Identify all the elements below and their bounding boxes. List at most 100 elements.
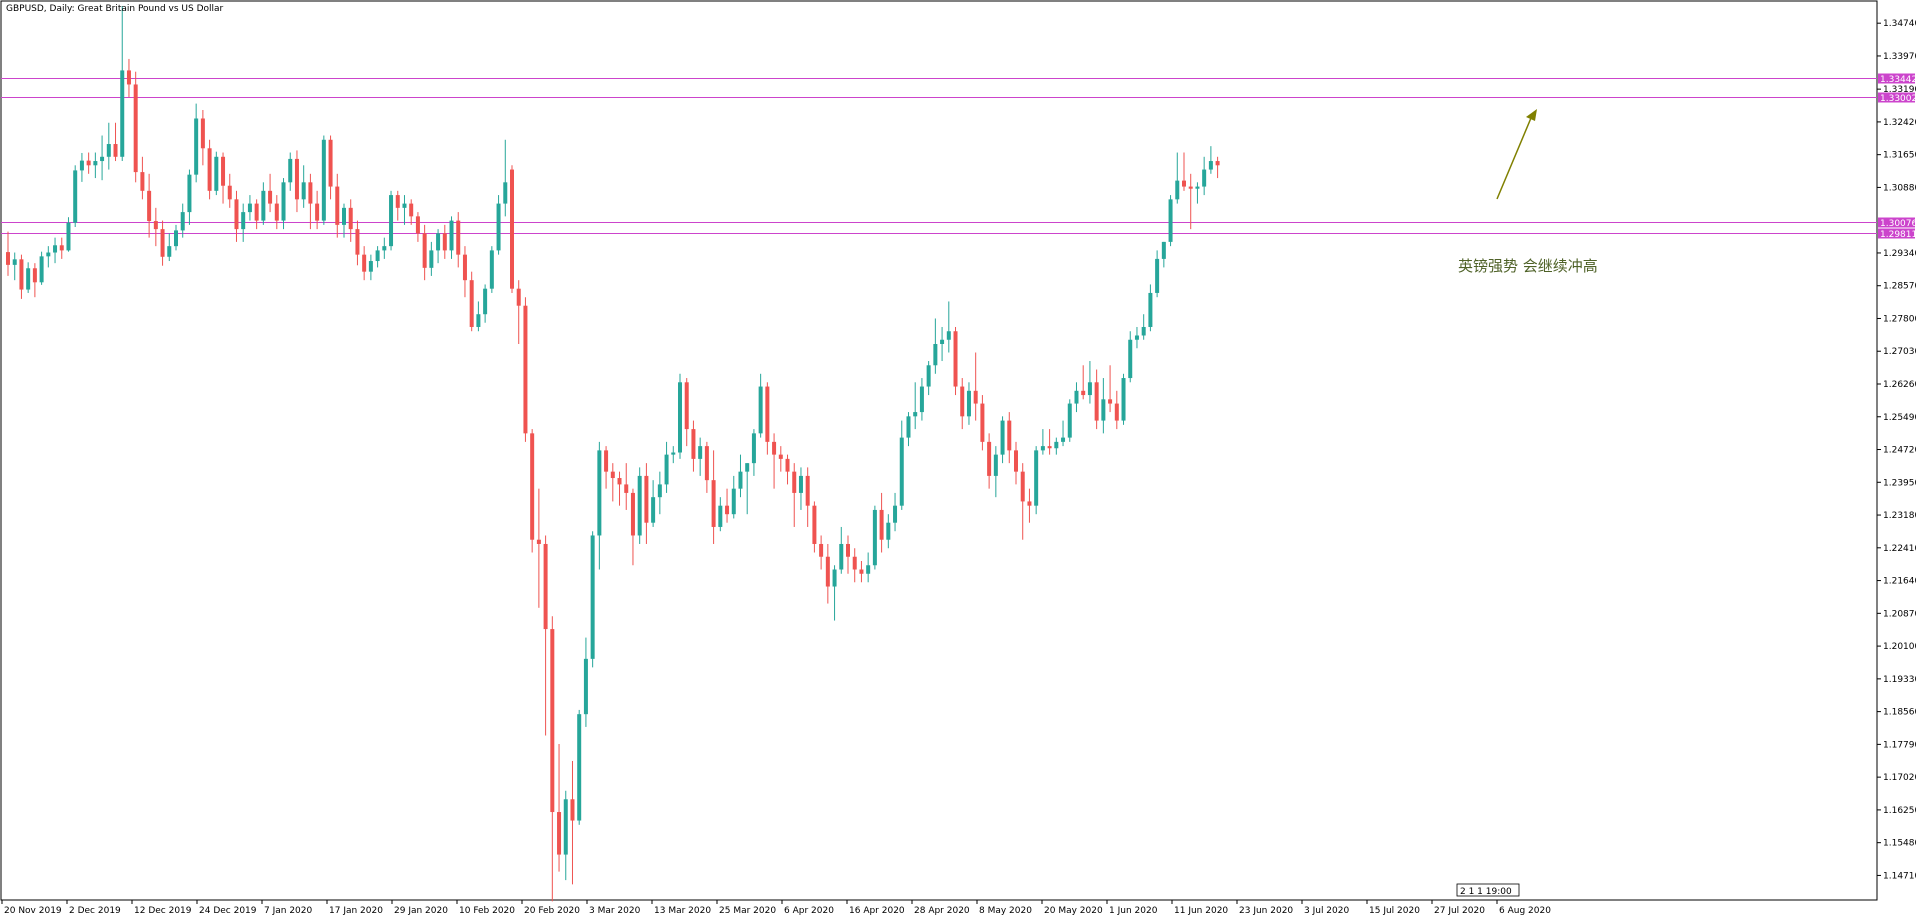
candle-body [153,221,158,230]
candle-body [570,799,575,821]
candle-body [758,386,763,434]
candle-body [456,220,461,255]
candle-body [429,250,434,268]
candle-body [1027,501,1032,506]
candle-body [906,416,911,438]
candle-body [160,229,165,257]
candle-body [1128,339,1133,379]
candle-body [1202,169,1207,187]
candle-body [496,203,501,251]
x-tick-label: 6 Apr 2020 [784,906,834,916]
candle-body [825,556,830,587]
annotation-text: 英镑强势 会继续冲高 [1458,257,1598,275]
candle-body [469,280,474,327]
x-tick-label: 2 Dec 2019 [69,906,121,916]
candle-body [140,172,145,191]
candle-body [778,454,783,459]
y-tick-label: 1.14710 [1883,871,1916,881]
candle-body [194,118,199,175]
candle-body [113,144,118,157]
candle-body [1134,335,1139,340]
candle-body [946,331,951,340]
candle-body [382,246,387,251]
x-tick-label: 27 Jul 2020 [1434,906,1485,916]
candle-body [1074,390,1079,404]
candle-body [792,471,797,493]
candle-body [966,390,971,417]
candle-body [839,543,844,570]
y-tick-label: 1.20870 [1883,609,1916,619]
x-tick-label: 3 Jul 2020 [1304,906,1349,916]
y-tick-label: 1.21640 [1883,577,1916,587]
candle-body [1087,382,1092,396]
candle-body [422,233,427,268]
y-tick-label: 1.23180 [1883,511,1916,521]
candle-body [234,199,239,230]
candle-body [207,148,212,191]
candle-body [368,261,373,272]
candle-body [26,268,31,290]
candle-body [550,629,555,813]
candle-body [812,505,817,544]
candle-body [859,569,864,574]
level-tag [1878,228,1915,239]
y-tick-label: 1.34740 [1883,19,1916,29]
candle-body [872,509,877,566]
x-tick-label: 6 Aug 2020 [1499,906,1551,916]
candle-body [1034,450,1039,506]
candle-body [852,556,857,570]
candle-body [738,471,743,489]
candle-body [1014,450,1018,472]
candle-body [751,433,756,464]
candle-body [133,84,138,173]
candle-body [644,475,649,523]
candle-body [973,390,978,404]
level-tag-label: 1.33442 [1880,75,1916,85]
candle-body [637,475,642,536]
candle-body [933,344,938,366]
candle-body [1168,199,1173,242]
candle-body [919,386,924,413]
y-tick-label: 1.16250 [1883,806,1916,816]
candle-body [294,158,299,200]
y-tick-label: 1.33190 [1883,85,1916,95]
candle-body [805,475,810,506]
candle-body [617,478,622,485]
candle-body [1000,420,1005,455]
candle-body [355,229,360,255]
candle-body [1101,399,1106,421]
candle-body [886,522,891,540]
candle-body [604,450,609,472]
y-tick-label: 1.32420 [1883,118,1916,128]
candle-body [866,565,871,574]
candle-body [1208,161,1213,170]
x-tick-label: 20 Feb 2020 [524,906,580,916]
candle-body [630,492,635,536]
y-tick-label: 1.29340 [1883,249,1916,259]
candle-body [590,535,595,659]
candle-body [691,429,696,459]
candle-body [1141,326,1146,336]
candle-body [1081,390,1086,396]
x-tick-label: 16 Apr 2020 [849,906,905,916]
x-tick-label: 20 May 2020 [1044,906,1103,916]
level-tag [1878,92,1915,103]
candle-body [1054,441,1059,449]
chart-title: GBPUSD, Daily: Great Britain Pound vs US… [6,4,224,14]
candle-body [167,246,172,257]
y-tick-label: 1.20100 [1883,642,1916,652]
candle-body [597,450,602,536]
candle-body [785,458,790,472]
price-axis: 1.34740 1.33970 1.33190 1.32420 1.31650 1.308… [1877,19,1916,881]
candle-body [147,190,152,222]
candle-body [1067,403,1072,438]
candle-body [731,488,736,515]
candle-body [610,471,615,479]
candle-body [415,216,420,234]
candle-body [624,484,629,493]
candle-body [1108,399,1113,404]
candle-body [899,437,904,506]
candle-body [1188,186,1193,189]
candle-body [684,382,689,430]
